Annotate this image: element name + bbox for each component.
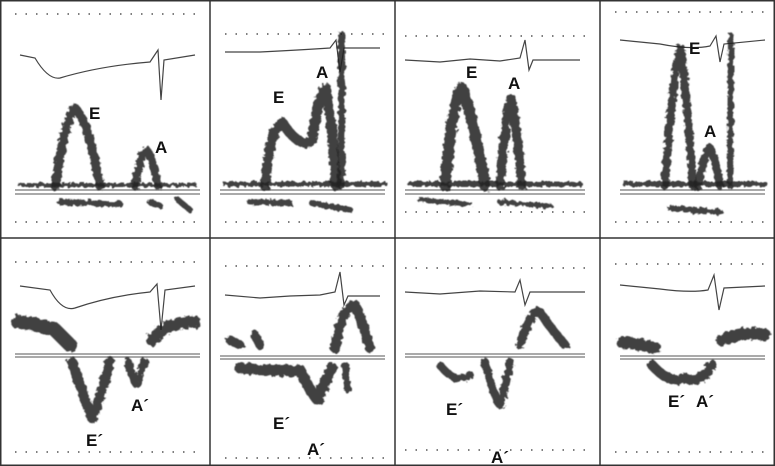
wave-label: A´ <box>131 396 149 415</box>
wave-label: E <box>273 88 284 107</box>
wave-label: E´ <box>86 431 103 450</box>
dotted-scales <box>15 11 765 459</box>
labels: E A E A E A E A E´ A´ E´ A´ E´ A´ E´ A´ <box>86 39 716 466</box>
wave-label: E´ <box>668 392 685 411</box>
wave-label: A <box>704 122 716 141</box>
wave-label: A <box>508 74 520 93</box>
wave-label: E´ <box>446 400 463 419</box>
wave-label: A´ <box>307 440 325 459</box>
wave-label: A <box>316 63 328 82</box>
wave-label: E <box>89 104 100 123</box>
baselines <box>15 189 765 360</box>
doppler-signals <box>11 31 771 423</box>
wave-label: A <box>155 138 167 157</box>
wave-label: E´ <box>273 414 290 433</box>
wave-label: A´ <box>491 448 509 466</box>
wave-label: A´ <box>696 392 714 411</box>
ecg-traces <box>19 34 766 331</box>
wave-label: E <box>466 63 477 82</box>
wave-label: E <box>689 39 700 58</box>
